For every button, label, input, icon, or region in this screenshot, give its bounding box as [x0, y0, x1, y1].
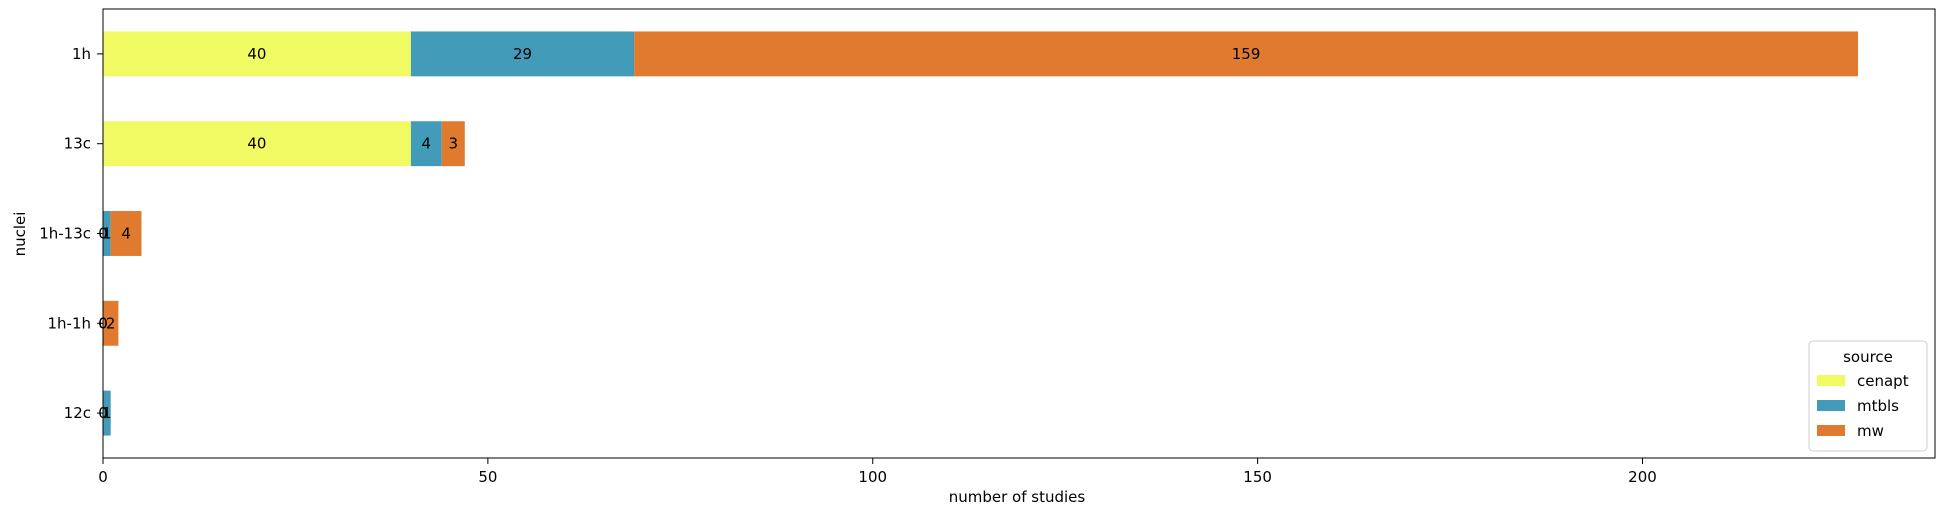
bar-mw-13c [441, 121, 465, 167]
bar-mtbls-13c [410, 121, 442, 167]
y-tick-label: 12c [64, 404, 91, 422]
bar-label-mw-1h-1h: 2 [106, 314, 116, 332]
y-tick-label: 13c [64, 135, 91, 153]
bar-mtbls-1h [410, 31, 635, 77]
x-tick-label: 0 [98, 468, 108, 486]
legend-items: cenapt mtbls mw [1817, 372, 1909, 440]
x-tick-label: 50 [478, 468, 497, 486]
bar-mw-1h-13c [110, 211, 142, 256]
bar-cenapt-1h [103, 31, 411, 77]
legend: source cenapt mtbls mw [1808, 340, 1928, 452]
x-axis-ticks: 0 50 100 150 200 [98, 458, 1657, 486]
legend-label-cenapt: cenapt [1857, 372, 1909, 390]
legend-swatch-mw [1817, 425, 1845, 436]
bar-label-cenapt-13c: 40 [247, 135, 266, 153]
bar-label-mw-1h-13c: 4 [121, 225, 131, 243]
bar-cenapt-13c [103, 121, 411, 167]
y-axis-ticks: 1h 13c 1h-13c 1h-1h 12c [39, 45, 103, 422]
y-tick-label: 1h-13c [39, 225, 91, 243]
bar-mtbls-1h-13c [103, 211, 111, 256]
legend-title: source [1843, 348, 1893, 366]
legend-frame [1808, 340, 1928, 452]
legend-label-mtbls: mtbls [1857, 397, 1899, 415]
x-axis-label: number of studies [949, 488, 1086, 506]
legend-label-mw: mw [1857, 422, 1884, 440]
bar-label-mw-13c: 3 [448, 135, 458, 153]
x-tick-label: 150 [1243, 468, 1272, 486]
legend-swatch-cenapt [1817, 375, 1845, 386]
bar-label-mtbls-1h-13c: 1 [102, 225, 112, 243]
bar-label-cenapt-1h: 40 [247, 45, 266, 63]
bar-label-mtbls-12c: 1 [102, 404, 112, 422]
bar-label-mtbls-13c: 4 [422, 135, 432, 153]
bars-layer [103, 31, 1859, 436]
bar-mtbls-12c [103, 390, 111, 436]
bar-mw-1h-1h [103, 300, 119, 346]
y-tick-label: 1h [72, 45, 91, 63]
y-axis-label: nuclei [11, 212, 29, 257]
x-tick-label: 100 [858, 468, 887, 486]
bar-label-mw-1h: 159 [1232, 45, 1261, 63]
bar-label-mtbls-1h: 29 [513, 45, 532, 63]
legend-swatch-mtbls [1817, 400, 1845, 411]
bar-mw-1h [634, 31, 1859, 77]
x-tick-label: 200 [1628, 468, 1657, 486]
y-tick-label: 1h-1h [47, 314, 91, 332]
